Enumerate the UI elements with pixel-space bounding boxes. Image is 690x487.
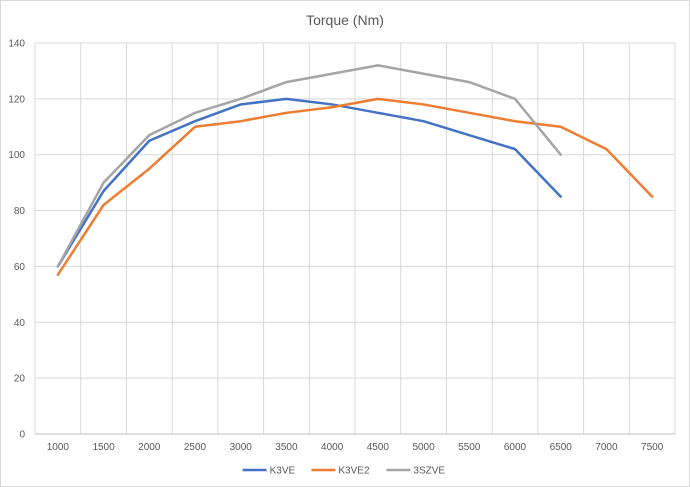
gridlines (34, 42, 676, 435)
y-tick-label: 20 (14, 374, 26, 385)
chart-title: Torque (Nm) (306, 12, 384, 28)
legend-item-k3ve: K3VE (242, 466, 296, 477)
legend-label: K3VE (270, 466, 296, 477)
y-tick-label: 40 (14, 318, 26, 329)
series-lines (56, 64, 654, 277)
x-tick-label: 1500 (92, 442, 115, 453)
x-tick-label: 5500 (458, 442, 481, 453)
legend-item-k3ve2: K3VE2 (311, 466, 370, 477)
y-tick-label: 120 (8, 94, 25, 105)
series-line-k3ve (56, 97, 562, 268)
axes: 0 20 40 60 80 100 120 140 1000 1500 2000 2500 3000 35… (8, 39, 675, 453)
x-tick-label: 4000 (321, 442, 344, 453)
x-tick-label: 5000 (412, 442, 435, 453)
x-tick-label: 3000 (230, 442, 253, 453)
legend-item-3szve: 3SZVE (386, 466, 445, 477)
y-tick-label: 80 (14, 206, 26, 217)
series-line-3szve (56, 64, 562, 268)
legend-label: 3SZVE (413, 466, 445, 477)
x-tick-label: 2000 (138, 442, 161, 453)
x-tick-label: 7000 (595, 442, 618, 453)
x-tick-label: 6000 (504, 442, 527, 453)
y-tick-label: 60 (14, 262, 26, 273)
x-tick-label: 4500 (367, 442, 390, 453)
x-tick-label: 2500 (184, 442, 207, 453)
y-tick-label: 100 (8, 150, 25, 161)
y-tick-label: 0 (19, 430, 25, 441)
series-line-k3ve2 (56, 97, 654, 277)
x-tick-label: 7500 (641, 442, 664, 453)
x-tick-label: 3500 (275, 442, 298, 453)
x-tick-label: 6500 (550, 442, 573, 453)
y-tick-label: 140 (8, 39, 25, 50)
x-tick-label: 1000 (47, 442, 70, 453)
legend-label: K3VE2 (338, 466, 370, 477)
legend: K3VE K3VE2 3SZVE (242, 466, 445, 477)
